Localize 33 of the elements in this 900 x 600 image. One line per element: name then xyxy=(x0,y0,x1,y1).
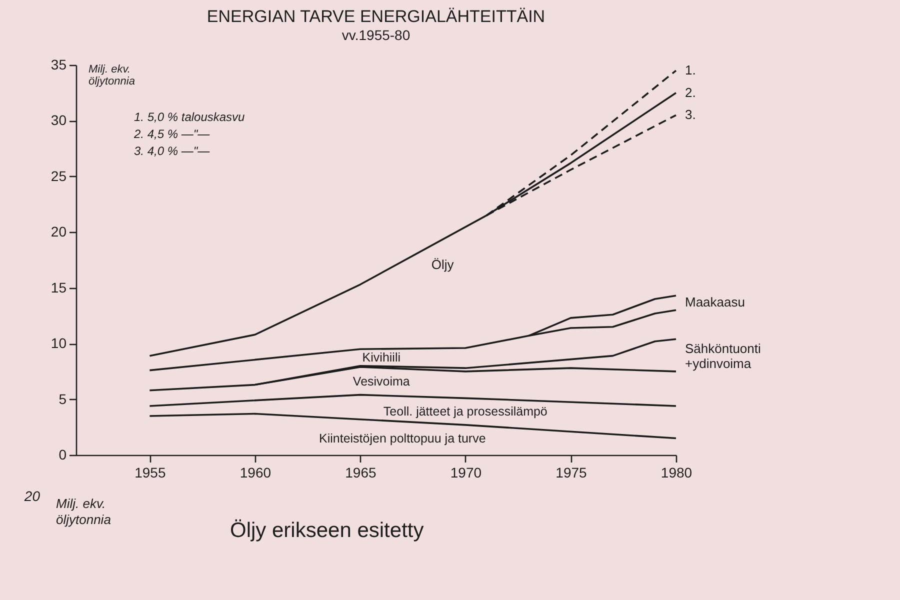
series-label: 1. xyxy=(685,62,696,78)
y-tick-label: 20 xyxy=(50,224,67,240)
series-label: 3. xyxy=(685,107,696,122)
x-tick-label: 1965 xyxy=(345,464,376,480)
y-tick-label: 10 xyxy=(50,335,67,352)
text: 20 xyxy=(23,488,40,504)
series-label: Teoll. jätteet ja prosessilämpö xyxy=(383,404,548,419)
chart-title: ENERGIAN TARVE ENERGIALÄHTEITTÄIN xyxy=(206,7,546,26)
series-label: Vesivoima xyxy=(352,374,410,389)
y-tick-label: 15 xyxy=(50,279,67,296)
x-tick-label: 1980 xyxy=(660,464,692,480)
text: Milj. ekv. öljytonnia xyxy=(56,496,111,527)
y-axis-title: Milj. ekv. öljytonnia xyxy=(88,64,135,88)
y-tick-label: 35 xyxy=(50,56,67,72)
text: Öljy erikseen esitetty xyxy=(230,519,424,542)
series-label: Maakaasu xyxy=(685,294,745,310)
series-label: Sähköntuonti +ydinvoima xyxy=(685,341,762,372)
x-tick-label: 1975 xyxy=(556,464,588,480)
y-tick-label: 5 xyxy=(58,390,67,407)
series-label: Öljy xyxy=(431,256,454,272)
chart-subtitle: vv.1955-80 xyxy=(342,27,410,43)
y-tick-label: 30 xyxy=(50,112,67,128)
x-tick-label: 1955 xyxy=(134,464,166,480)
y-tick-label: 25 xyxy=(50,168,67,184)
x-tick-label: 1960 xyxy=(240,464,272,480)
y-tick-label: 0 xyxy=(58,446,67,462)
series-label: Kivihiili xyxy=(362,350,400,365)
x-tick-label: 1970 xyxy=(450,464,482,480)
annotation: 2. 4,5 % —"— xyxy=(133,127,211,141)
annotation: 2. xyxy=(685,84,696,100)
annotation: 1. 5,0 % talouskasvu xyxy=(134,110,246,124)
annotation: 3. 4,0 % —"— xyxy=(134,144,211,158)
series-label: Kiinteistöjen polttopuu ja turve xyxy=(319,431,486,446)
